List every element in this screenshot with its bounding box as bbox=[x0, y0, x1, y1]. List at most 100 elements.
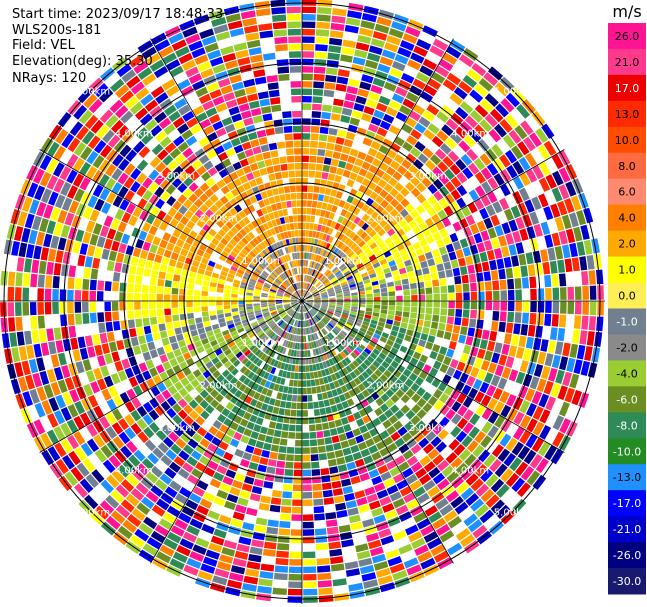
gate-cell bbox=[317, 438, 325, 446]
gate-cell bbox=[433, 178, 444, 190]
colorbar-segment bbox=[608, 490, 646, 517]
gate-cell bbox=[238, 265, 246, 272]
gate-cell bbox=[328, 45, 342, 54]
gate-cell bbox=[291, 327, 295, 334]
gate-cell bbox=[323, 157, 332, 165]
gate-cell bbox=[372, 77, 386, 88]
gate-cell bbox=[142, 370, 152, 381]
gate-cell bbox=[496, 139, 510, 153]
gate-cell bbox=[558, 401, 570, 417]
gate-cell bbox=[72, 241, 82, 254]
gate-cell bbox=[189, 551, 205, 562]
gate-cell bbox=[290, 310, 295, 317]
gate-cell bbox=[510, 205, 521, 219]
gate-cell bbox=[259, 426, 268, 435]
gate-cell bbox=[236, 425, 246, 434]
gate-cell bbox=[309, 286, 315, 292]
gate-cell bbox=[317, 393, 323, 401]
gate-cell bbox=[117, 525, 133, 540]
gate-cell bbox=[249, 162, 259, 172]
gate-cell bbox=[458, 448, 471, 462]
gate-cell bbox=[412, 104, 426, 116]
gate-cell bbox=[225, 532, 240, 543]
gate-cell bbox=[62, 391, 73, 406]
gate-cell bbox=[118, 158, 130, 172]
gate-cell bbox=[161, 424, 173, 436]
gate-cell bbox=[315, 386, 322, 394]
gate-cell bbox=[532, 164, 544, 180]
gate-cell bbox=[141, 132, 154, 145]
gate-cell bbox=[450, 176, 462, 188]
gate-cell bbox=[73, 431, 86, 446]
gate-cell bbox=[275, 301, 283, 303]
gate-cell bbox=[149, 59, 165, 72]
gate-cell bbox=[7, 302, 15, 317]
gate-cell bbox=[317, 247, 322, 255]
gate-cell bbox=[303, 282, 306, 289]
gate-cell bbox=[544, 274, 552, 288]
gate-cell bbox=[442, 356, 452, 366]
gate-cell bbox=[372, 434, 383, 444]
gate-cell bbox=[267, 320, 274, 326]
gate-cell bbox=[140, 496, 155, 510]
gate-cell bbox=[165, 184, 177, 195]
gate-cell bbox=[238, 251, 246, 259]
gate-cell bbox=[303, 313, 305, 320]
gate-cell bbox=[455, 106, 469, 120]
gate-cell bbox=[248, 281, 256, 286]
gate-cell bbox=[145, 214, 156, 225]
colorbar-segment bbox=[608, 178, 646, 206]
gate-cell bbox=[469, 400, 480, 412]
gate-cell bbox=[431, 117, 445, 129]
gate-cell bbox=[358, 557, 373, 567]
gate-cell bbox=[224, 382, 234, 391]
gate-cell bbox=[171, 177, 183, 188]
gate-cell bbox=[165, 85, 180, 97]
gate-cell bbox=[353, 225, 361, 234]
gate-cell bbox=[271, 252, 277, 260]
gate-cell bbox=[107, 134, 121, 148]
gate-cell bbox=[346, 275, 354, 281]
gate-cell bbox=[202, 491, 216, 502]
gate-cell bbox=[465, 473, 479, 486]
gate-cell bbox=[287, 317, 293, 324]
gate-cell bbox=[61, 133, 75, 149]
gate-cell bbox=[291, 311, 296, 317]
gate-cell bbox=[406, 498, 420, 510]
gate-cell bbox=[372, 417, 382, 427]
gate-cell bbox=[315, 281, 321, 287]
gate-cell bbox=[297, 380, 302, 387]
gate-cell bbox=[490, 374, 501, 387]
gate-cell bbox=[310, 326, 315, 333]
gate-cell bbox=[338, 224, 345, 232]
gate-cell bbox=[183, 199, 193, 209]
gate-cell bbox=[501, 343, 510, 356]
gate-cell bbox=[298, 358, 302, 365]
gate-cell bbox=[260, 296, 268, 300]
gate-cell bbox=[246, 292, 253, 296]
gate-cell bbox=[82, 313, 90, 324]
gate-cell bbox=[282, 111, 292, 119]
gate-cell bbox=[271, 490, 283, 498]
gate-cell bbox=[344, 237, 352, 245]
gate-cell bbox=[353, 386, 361, 395]
gate-cell bbox=[393, 320, 401, 327]
gate-cell bbox=[268, 89, 280, 98]
gate-cell bbox=[439, 278, 447, 286]
gate-cell bbox=[293, 215, 298, 222]
gate-cell bbox=[579, 330, 588, 345]
elevation-label: Elevation(deg): 35.30 bbox=[12, 54, 153, 69]
gate-cell bbox=[459, 120, 473, 134]
gate-cell bbox=[297, 274, 300, 282]
gate-cell bbox=[397, 426, 408, 437]
gate-cell bbox=[513, 411, 525, 425]
gate-cell bbox=[558, 356, 569, 371]
gate-cell bbox=[255, 8, 271, 17]
gate-cell bbox=[496, 258, 505, 270]
gate-cell bbox=[302, 81, 313, 88]
gate-cell bbox=[345, 17, 361, 27]
gate-cell bbox=[204, 42, 219, 53]
gate-cell bbox=[464, 115, 478, 129]
gate-cell bbox=[85, 220, 96, 233]
gate-cell bbox=[441, 465, 455, 478]
